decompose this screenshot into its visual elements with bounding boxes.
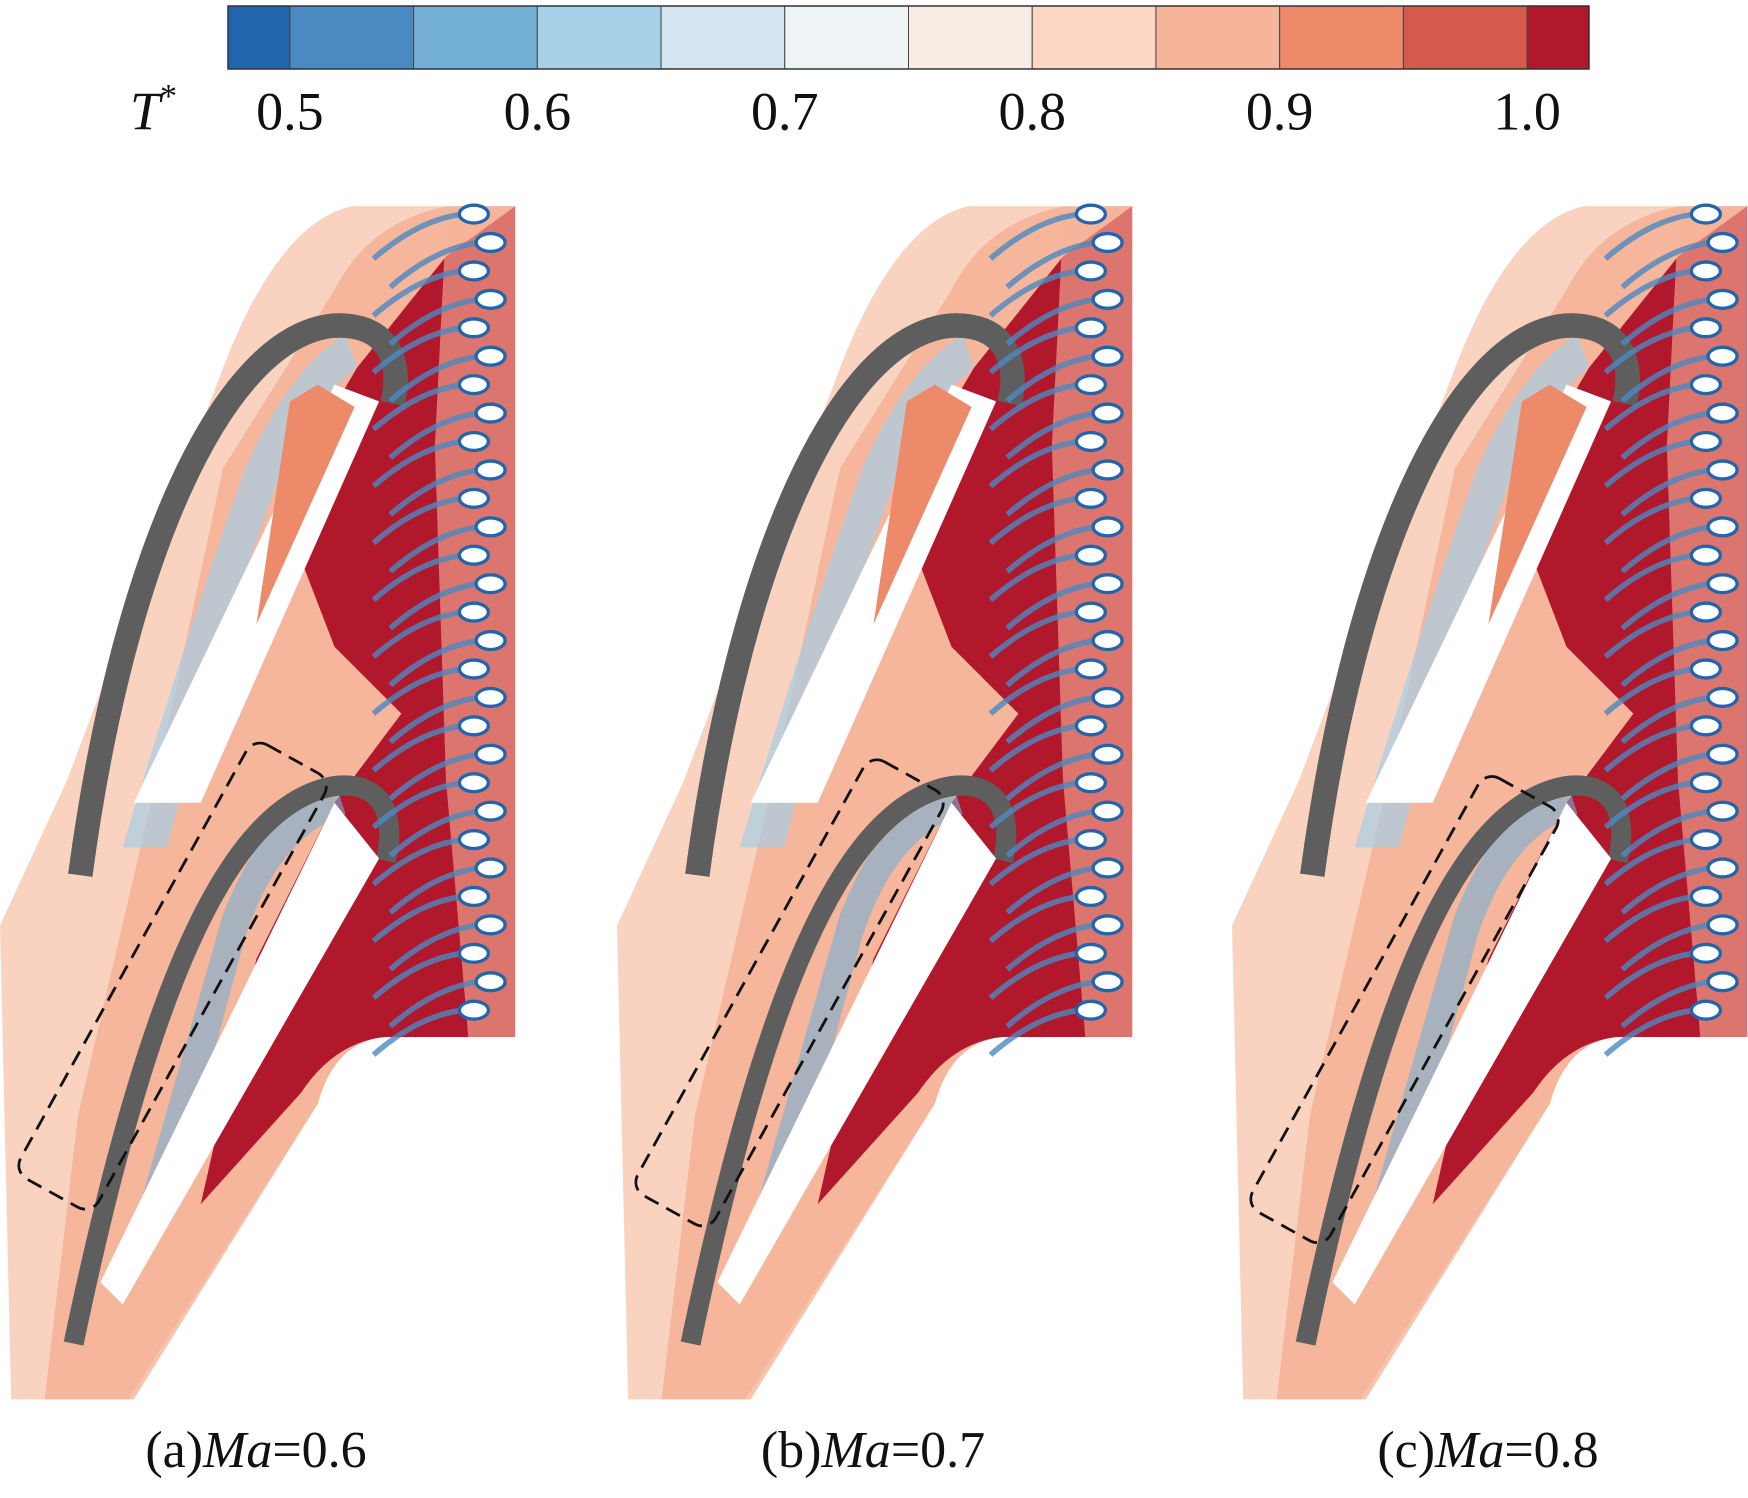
panel-caption: (b)Ma=0.7: [761, 1422, 985, 1479]
caption-value: =0.8: [1504, 1422, 1598, 1479]
contour-panel: [1232, 205, 1747, 1399]
colorbar-tick-label: 0.8: [998, 81, 1066, 141]
label-superscript: *: [160, 78, 177, 115]
caption-variable: Ma: [820, 1422, 890, 1479]
colorbar-segment: [908, 5, 1033, 70]
caption-variable: Ma: [202, 1422, 272, 1479]
contour-panel: [0, 205, 515, 1399]
colorbar-tick-label: 1.0: [1493, 81, 1561, 141]
colorbar-tick-label: 0.5: [256, 81, 324, 141]
highlight-box: [17, 741, 328, 1211]
colorbar-segment: [784, 5, 909, 70]
caption-variable: Ma: [1434, 1422, 1504, 1479]
caption-tag: (c): [1377, 1422, 1435, 1479]
label-symbol: T: [130, 81, 164, 141]
colorbar-label: T*: [130, 78, 177, 142]
colorbar-segment: [1031, 5, 1157, 70]
highlight-box: [634, 758, 945, 1228]
caption-value: =0.7: [891, 1422, 985, 1479]
colorbar-segment: [536, 5, 662, 70]
contour-art: [617, 205, 1132, 1399]
colorbar-segment: [1155, 5, 1281, 70]
caption-tag: (a): [145, 1422, 203, 1479]
colorbar-tick-label: 0.6: [504, 81, 572, 141]
caption-tag: (b): [761, 1422, 822, 1479]
colorbar-segment: [413, 5, 538, 70]
colorbar-segment: [227, 5, 291, 70]
colorbar-segment: [1402, 5, 1528, 70]
colorbar-segment: [1279, 5, 1404, 70]
contour-panel: [617, 205, 1132, 1399]
contour-art: [1232, 205, 1747, 1399]
panel-caption: (a)Ma=0.6: [145, 1422, 366, 1479]
highlight-box: [1249, 775, 1560, 1244]
colorbar-frame: [227, 5, 1590, 70]
colorbar-segment: [289, 5, 415, 70]
contour-art: [0, 205, 515, 1399]
colorbar-tick-label: 0.7: [751, 81, 819, 141]
caption-value: =0.6: [272, 1422, 366, 1479]
colorbar-tick-label: 0.9: [1246, 81, 1314, 141]
panel-caption: (c)Ma=0.8: [1377, 1422, 1598, 1479]
colorbar-segment: [660, 5, 786, 70]
colorbar-segment: [1526, 5, 1590, 70]
